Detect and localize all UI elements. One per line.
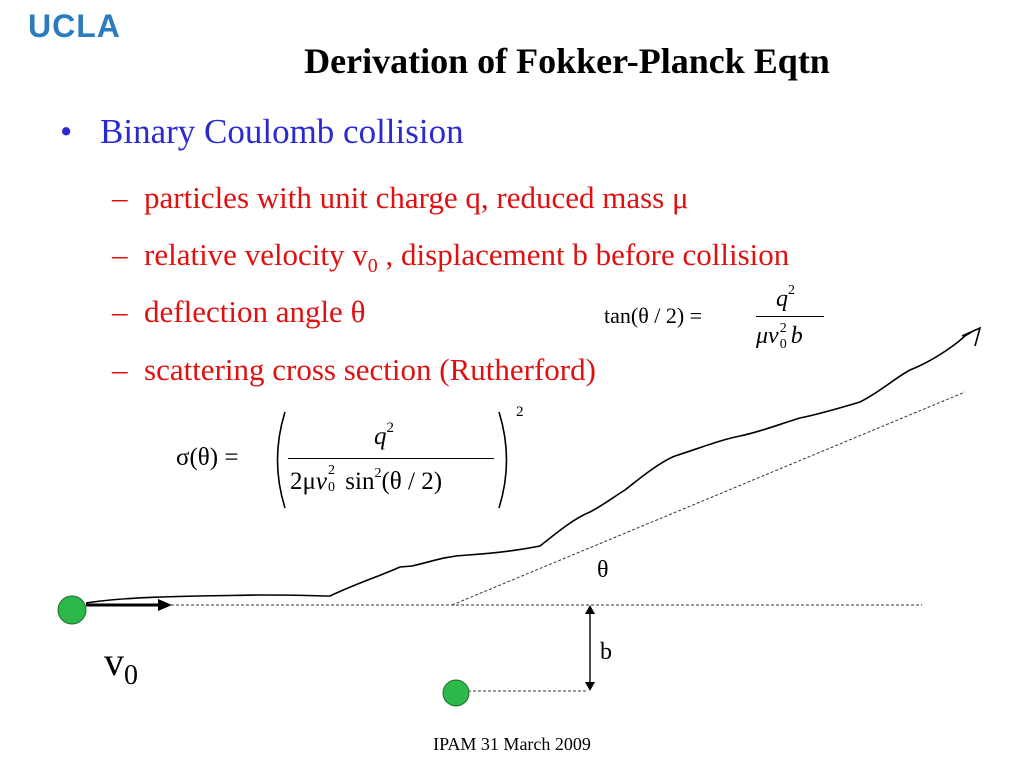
dash-marker: – bbox=[112, 352, 128, 387]
tan-denominator: μv 2 0 b bbox=[756, 321, 803, 352]
tan-lhs: tan(θ / 2) = bbox=[604, 303, 703, 328]
outer-exponent: 2 bbox=[516, 404, 524, 420]
main-bullet-text: Binary Coulomb collision bbox=[100, 112, 464, 151]
b-label: b bbox=[600, 639, 612, 665]
subbullet-velocity: – relative velocity v0 , displacement b b… bbox=[112, 237, 789, 278]
trajectory-arrowhead bbox=[961, 326, 982, 347]
velocity-arrowhead bbox=[158, 599, 172, 611]
dash-marker: – bbox=[112, 180, 128, 215]
subbullet-deflection: – deflection angle θ bbox=[112, 294, 365, 330]
sigma-equation: σ(θ) = q2 2μv 2 0 sin2(θ / 2) 2 bbox=[176, 404, 536, 514]
subbullet-text-pre: relative velocity v bbox=[144, 237, 368, 272]
theta-label: θ bbox=[597, 557, 609, 583]
left-paren bbox=[276, 411, 286, 509]
b-arrowhead-up bbox=[585, 605, 595, 614]
tan-fraction-bar bbox=[756, 316, 824, 317]
footer-text: IPAM 31 March 2009 bbox=[433, 734, 591, 754]
dash-marker: – bbox=[112, 237, 128, 272]
sigma-lhs: σ(θ) = bbox=[176, 444, 239, 471]
main-bullet: • Binary Coulomb collision bbox=[60, 112, 464, 152]
right-paren bbox=[498, 411, 508, 509]
v0-label: v0 bbox=[104, 639, 138, 691]
sigma-denominator: 2μv 2 0 sin2(θ / 2) bbox=[290, 463, 443, 495]
subbullet-text: scattering cross section (Rutherford) bbox=[144, 352, 596, 387]
sigma-fraction-bar bbox=[288, 458, 494, 459]
trajectory-curve bbox=[85, 329, 976, 604]
subscript: 0 bbox=[367, 255, 378, 278]
tan-numerator: q2 bbox=[776, 283, 795, 312]
tan-equation: tan(θ / 2) = q2 μv 2 0 b bbox=[604, 283, 824, 363]
slide-title: Derivation of Fokker-Planck Eqtn bbox=[304, 41, 830, 81]
subbullet-particles: – particles with unit charge q, reduced m… bbox=[112, 180, 689, 216]
subbullet-text: deflection angle θ bbox=[144, 294, 366, 329]
dash-marker: – bbox=[112, 294, 128, 329]
subbullet-text: particles with unit charge q, reduced ma… bbox=[144, 180, 689, 215]
asymptote-dashed bbox=[451, 391, 966, 606]
sigma-numerator: q2 bbox=[374, 420, 394, 450]
subbullet-text-post: , displacement b before collision bbox=[377, 237, 790, 272]
subbullet-cross-section: – scattering cross section (Rutherford) bbox=[112, 352, 596, 388]
b-arrowhead-down bbox=[585, 682, 595, 691]
incident-particle bbox=[57, 595, 87, 625]
ucla-logo: UCLA bbox=[28, 8, 121, 44]
bullet-marker: • bbox=[60, 112, 73, 151]
target-particle bbox=[442, 679, 470, 707]
